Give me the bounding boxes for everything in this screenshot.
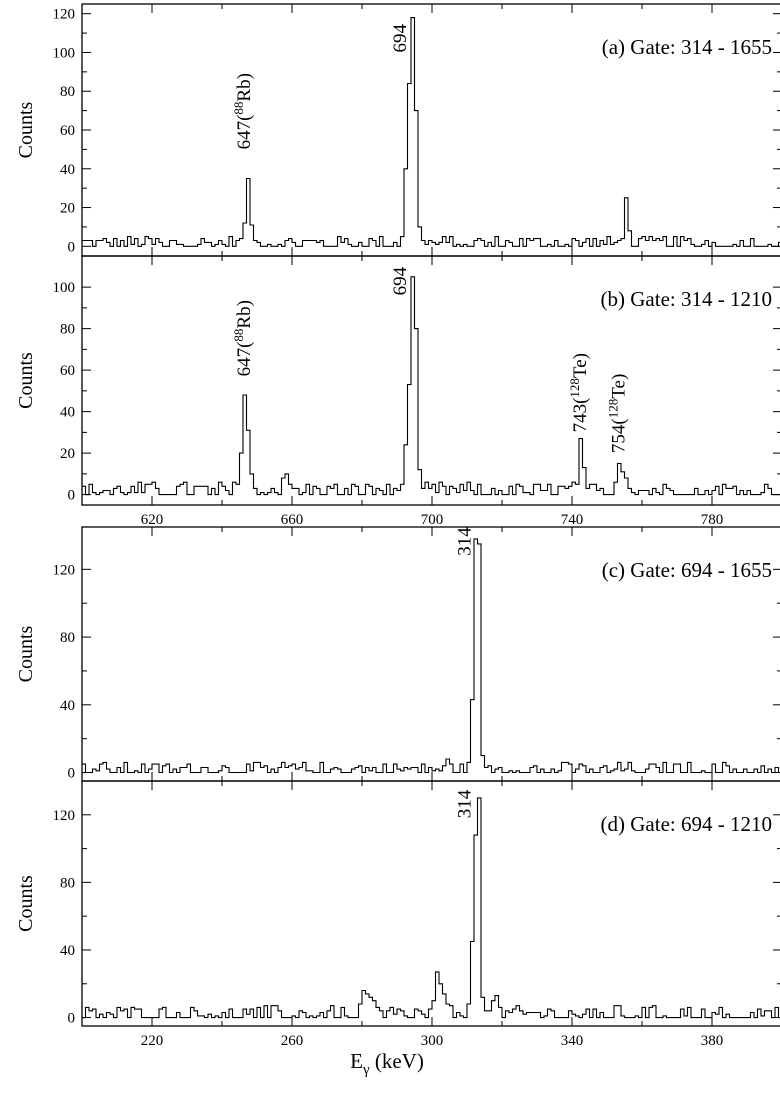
spectrum-series (82, 276, 780, 496)
y-tick-label: 120 (53, 562, 76, 578)
peak-label: 314 (455, 527, 476, 556)
panel-label: (d) Gate: 694 - 1210 (601, 812, 772, 836)
y-tick-label: 0 (68, 488, 76, 504)
x-tick-label: 620 (141, 512, 164, 528)
y-tick-label: 80 (60, 322, 75, 338)
peak-label: 694 (390, 266, 411, 295)
panel-c: 0 40 80 120 Counts (c) Gate: 694 - 1655 314 (15, 526, 780, 782)
x-tick-label: 300 (421, 1033, 444, 1049)
y-tick-label: 40 (60, 943, 75, 959)
x-axis-label: Eγ (keV) (350, 1049, 424, 1078)
peak-label: 754(128Te) (606, 374, 630, 453)
y-axis-label: Counts (15, 101, 37, 158)
y-tick-label: 80 (60, 630, 75, 646)
y-tick-label: 60 (60, 363, 75, 379)
y-tick-label: 20 (60, 446, 75, 462)
y-tick-label: 80 (60, 875, 75, 891)
x-tick-label: 340 (561, 1033, 584, 1049)
x-tick-label: 380 (701, 1033, 724, 1049)
y-tick-label: 100 (53, 45, 76, 61)
x-tick-label: 660 (281, 512, 304, 528)
y-tick-label: 80 (60, 84, 75, 100)
y-tick-label: 100 (53, 280, 76, 296)
peak-label: 314 (455, 789, 476, 818)
y-tick-label: 0 (68, 766, 76, 782)
panel-label: (b) Gate: 314 - 1210 (601, 287, 772, 311)
peak-label: 647(88Rb) (231, 73, 255, 149)
panel-d: 0 40 80 120 220 260 300 340 380 Counts (d) Gate: 6… (15, 780, 780, 1078)
y-tick-label: 40 (60, 162, 75, 178)
y-tick-label: 40 (60, 698, 75, 714)
panel-label: (a) Gate: 314 - 1655 (602, 35, 772, 59)
panel-a: 0 20 40 60 80 100 120 Counts (a) Gate: 314 - 165… (15, 3, 780, 257)
x-tick-label: 700 (421, 512, 444, 528)
peak-label: 647(88Rb) (231, 300, 255, 376)
spectrum-series (82, 797, 780, 1019)
x-tick-label: 260 (281, 1033, 304, 1049)
y-tick-label: 40 (60, 405, 75, 421)
y-axis-label: Counts (15, 875, 37, 932)
y-tick-label: 120 (53, 808, 76, 824)
panel-label: (c) Gate: 694 - 1655 (602, 558, 772, 582)
panel-b: 0 20 40 60 80 100 620 660 700 740 780 Counts (b) Gat… (15, 255, 780, 528)
spectrum-series (82, 17, 780, 247)
y-tick-label: 0 (68, 1011, 76, 1027)
y-tick-label: 120 (53, 7, 76, 23)
peak-label: 743(128Te) (567, 353, 591, 432)
y-axis-label: Counts (15, 625, 37, 682)
spectrum-series (82, 538, 780, 774)
x-tick-label: 740 (561, 512, 584, 528)
y-tick-label: 0 (68, 239, 76, 255)
y-axis-label: Counts (15, 352, 37, 409)
x-tick-label: 780 (701, 512, 724, 528)
y-tick-label: 60 (60, 123, 75, 139)
y-tick-label: 20 (60, 201, 75, 217)
peak-label: 694 (390, 24, 411, 53)
x-tick-label: 220 (141, 1033, 164, 1049)
